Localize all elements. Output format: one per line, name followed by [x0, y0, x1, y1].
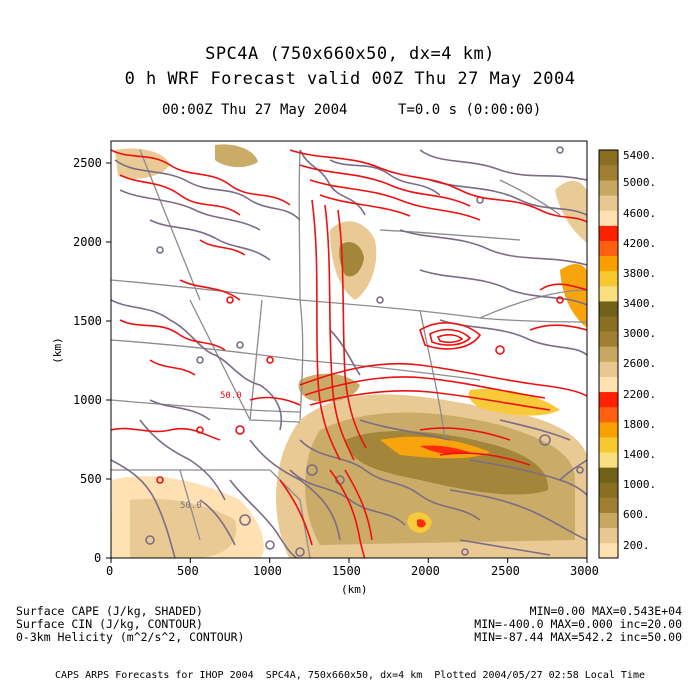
footer-credit: CAPS ARPS Forecasts for IHOP 2004 SPC4A,… [54, 670, 645, 681]
axis-ticks [106, 162, 588, 563]
colorbar-cell [599, 165, 618, 181]
model-time: T=0.0 s (0:00:00) [398, 102, 542, 118]
x-axis-label: (km) [341, 583, 368, 596]
colorbar-cell [599, 437, 618, 453]
helicity-field-stats: MIN=-87.44 MAX=542.2 inc=50.00 [474, 630, 682, 644]
colorbar-cell [599, 482, 618, 498]
colorbar-label: 600. [623, 508, 650, 521]
y-tick-label: 2000 [73, 235, 102, 249]
colorbar-label: 5000. [623, 176, 657, 189]
colorbar-cell [599, 270, 618, 287]
colorbar-label: 4600. [623, 207, 657, 220]
colorbar-cell [599, 195, 618, 211]
x-tick-label: 1000 [253, 564, 282, 578]
cin-field-stats: MIN=-400.0 MAX=0.000 inc=20.00 [474, 617, 682, 631]
map-boundaries [111, 149, 587, 558]
colorbar-cell [599, 406, 618, 423]
helicity-field-name: 0-3km Helicity (m^2/s^2, CONTOUR) [16, 630, 245, 644]
colorbar-label: 3000. [623, 327, 657, 340]
colorbar-cell [599, 422, 618, 438]
colorbar-label: 3800. [623, 267, 657, 280]
time-line: 00:00Z Thu 27 May 2004 T=0.0 s (0:00:00) [162, 103, 541, 117]
colorbar-cell [599, 316, 618, 332]
colorbar [598, 149, 619, 559]
x-tick-label: 3000 [570, 564, 599, 578]
colorbar-cell [599, 180, 618, 196]
plot-title: SPC4A (750x660x50, dx=4 km) [205, 44, 495, 64]
y-tick-label: 500 [80, 472, 102, 486]
colorbar-cell [599, 240, 618, 257]
colorbar-cell [599, 301, 618, 317]
colorbar-cell [599, 255, 618, 272]
colorbar-label: 1400. [623, 448, 657, 461]
colorbar-cell [599, 391, 618, 408]
cin-field-name: Surface CIN (J/kg, CONTOUR) [16, 617, 203, 631]
colorbar-cell [599, 452, 618, 468]
colorbar-cell [599, 225, 618, 241]
colorbar-label: 2600. [623, 357, 657, 370]
colorbar-cell [599, 150, 618, 166]
cape-field-name: Surface CAPE (J/kg, SHADED) [16, 604, 203, 618]
x-tick-label: 2500 [491, 564, 520, 578]
plot-subtitle: 0 h WRF Forecast valid 00Z Thu 27 May 20… [124, 69, 576, 89]
y-tick-label: 1000 [73, 393, 102, 407]
colorbar-cell [599, 376, 618, 393]
x-tick-label: 1500 [332, 564, 361, 578]
colorbar-cell [599, 331, 618, 347]
y-tick-label: 1500 [73, 314, 102, 328]
colorbar-label: 1000. [623, 478, 657, 491]
y-axis-label: (km) [50, 337, 64, 364]
colorbar-cell [599, 286, 618, 302]
colorbar-label: 5400. [623, 149, 657, 162]
colorbar-label: 1800. [623, 418, 657, 431]
map-field-layer: 50.0 50.0 [111, 141, 587, 558]
y-tick-label: 2500 [73, 156, 102, 170]
colorbar-cell [599, 346, 618, 362]
contour-label: 50.0 [180, 501, 202, 511]
colorbar-label: 3400. [623, 297, 657, 310]
helicity-contours [111, 149, 587, 558]
cape-shading [111, 144, 587, 558]
contour-label: 50.0 [220, 391, 242, 401]
x-tick-label: 500 [177, 564, 199, 578]
colorbar-cell [599, 210, 618, 226]
colorbar-label: 2200. [623, 388, 657, 401]
x-tick-label: 2000 [411, 564, 440, 578]
colorbar-cell [599, 467, 618, 483]
colorbar-cell [599, 542, 618, 559]
colorbar-cell [599, 361, 618, 377]
colorbar-label: 200. [623, 539, 650, 552]
colorbar-cell [599, 527, 618, 544]
colorbar-label: 4200. [623, 237, 657, 250]
y-tick-label: 0 [94, 551, 102, 565]
cape-field-stats: MIN=0.00 MAX=0.543E+04 [529, 604, 682, 618]
x-tick-label: 0 [106, 564, 114, 578]
valid-time: 00:00Z Thu 27 May 2004 [162, 102, 348, 118]
colorbar-cell [599, 497, 618, 513]
colorbar-cell [599, 512, 618, 529]
